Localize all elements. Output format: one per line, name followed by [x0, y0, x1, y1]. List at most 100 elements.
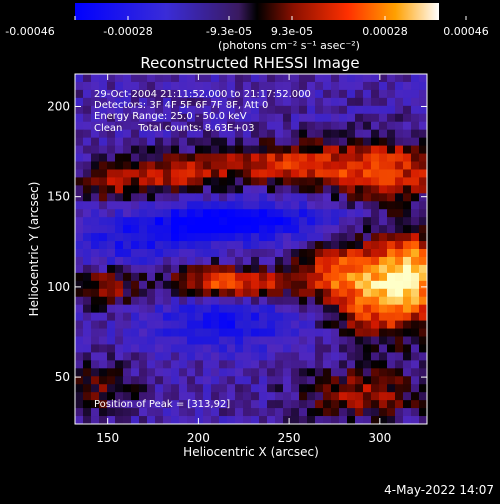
heatmap-cell: [339, 384, 348, 393]
heatmap-cell: [171, 233, 180, 242]
heatmap-cell: [107, 352, 116, 361]
heatmap-cell: [147, 312, 156, 322]
heatmap-cell: [395, 416, 404, 424]
heatmap-cell: [291, 225, 300, 234]
heatmap-cell: [251, 97, 260, 107]
heatmap-cell: [267, 320, 276, 330]
heatmap-cell: [155, 209, 164, 218]
heatmap-cell: [323, 249, 332, 258]
heatmap-cell: [323, 336, 332, 346]
heatmap-cell: [347, 368, 356, 377]
heatmap-cell: [91, 105, 100, 115]
heatmap-cell: [219, 225, 228, 234]
heatmap-cell: [211, 209, 220, 218]
heatmap-cell: [115, 225, 124, 234]
heatmap-cell: [219, 368, 228, 377]
heatmap-cell: [163, 352, 172, 361]
heatmap-cell: [363, 145, 372, 155]
heatmap-cell: [179, 312, 188, 322]
heatmap-cell: [187, 336, 196, 346]
heatmap-cell: [339, 153, 348, 163]
heatmap-cell: [235, 89, 244, 99]
heatmap-cell: [323, 97, 332, 107]
heatmap-cell: [147, 304, 156, 314]
x-tick-label: 150: [96, 431, 119, 445]
heatmap-cell: [235, 177, 244, 186]
heatmap-cell: [363, 328, 372, 338]
heatmap-cell: [155, 392, 164, 401]
heatmap-cell: [235, 328, 244, 338]
heatmap-cell: [395, 344, 404, 353]
heatmap-cell: [299, 320, 308, 330]
heatmap-cell: [371, 201, 380, 210]
heatmap-cell: [163, 280, 172, 290]
heatmap-cell: [411, 368, 420, 377]
heatmap-cell: [171, 408, 180, 417]
heatmap-cell: [171, 416, 180, 424]
heatmap-cell: [363, 105, 372, 115]
heatmap-cell: [227, 193, 236, 202]
heatmap-cell: [251, 304, 260, 314]
heatmap-cell: [139, 368, 148, 377]
heatmap-cell: [411, 177, 420, 186]
heatmap-cell: [107, 416, 116, 424]
heatmap-cell: [203, 392, 212, 401]
heatmap-cell: [259, 177, 268, 186]
heatmap-cell: [299, 233, 308, 242]
heatmap-cell: [99, 177, 108, 186]
heatmap-cell: [171, 137, 180, 147]
heatmap-cell: [187, 169, 196, 178]
heatmap-cell: [211, 129, 220, 139]
heatmap-cell: [131, 376, 140, 385]
heatmap-cell: [195, 344, 204, 353]
heatmap-cell: [99, 113, 108, 123]
heatmap-cell: [187, 304, 196, 314]
heatmap-cell: [147, 296, 156, 306]
heatmap-cell: [99, 416, 108, 424]
heatmap-cell: [99, 97, 108, 107]
heatmap-cell: [227, 304, 236, 314]
heatmap-cell: [379, 137, 388, 147]
heatmap-cell: [339, 249, 348, 258]
heatmap-cell: [99, 384, 108, 393]
heatmap-cell: [123, 105, 132, 115]
heatmap-cell: [187, 89, 196, 99]
heatmap-cell: [203, 296, 212, 306]
heatmap-cell: [419, 312, 427, 322]
heatmap-cell: [283, 304, 292, 314]
heatmap-cell: [363, 153, 372, 163]
heatmap-cell: [331, 81, 340, 91]
heatmap-cell: [75, 201, 84, 210]
heatmap-cell: [275, 129, 284, 139]
heatmap-cell: [195, 81, 204, 91]
heatmap-cell: [147, 256, 156, 266]
heatmap-cell: [235, 105, 244, 115]
heatmap-cell: [275, 89, 284, 99]
heatmap-cell: [387, 74, 396, 83]
heatmap-cell: [211, 161, 220, 171]
heatmap-cell: [251, 193, 260, 202]
heatmap-cell: [195, 113, 204, 123]
heatmap-cell: [371, 217, 380, 226]
heatmap-cell: [211, 336, 220, 346]
heatmap-cell: [251, 225, 260, 234]
heatmap-cell: [355, 328, 364, 338]
heatmap-cell: [339, 225, 348, 234]
heatmap-cell: [139, 344, 148, 353]
heatmap-cell: [99, 328, 108, 338]
heatmap-cell: [195, 225, 204, 234]
heatmap-cell: [339, 209, 348, 218]
heatmap-cell: [75, 81, 84, 91]
heatmap-cell: [307, 264, 316, 274]
heatmap-cell: [195, 201, 204, 210]
heatmap-cell: [355, 169, 364, 178]
heatmap-cell: [227, 408, 236, 417]
heatmap-cell: [299, 97, 308, 107]
heatmap-cell: [107, 328, 116, 338]
heatmap-cell: [83, 320, 92, 330]
heatmap-cell: [339, 241, 348, 250]
heatmap-cell: [387, 352, 396, 361]
heatmap-cell: [243, 209, 252, 218]
heatmap-cell: [291, 344, 300, 353]
heatmap-cell: [131, 416, 140, 424]
